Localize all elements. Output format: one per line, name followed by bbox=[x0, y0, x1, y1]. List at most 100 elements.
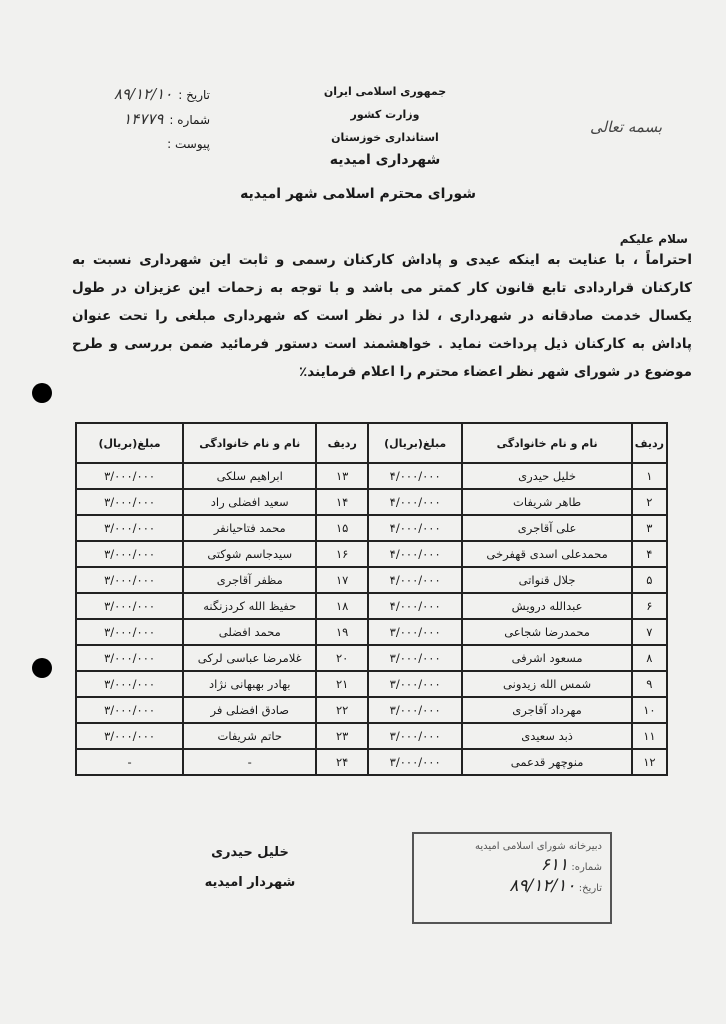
table-cell: ۳/۰۰۰/۰۰۰ bbox=[74, 644, 185, 672]
table-cell: ۳/۰۰۰/۰۰۰ bbox=[74, 566, 185, 594]
table-cell: ۳ bbox=[630, 514, 669, 542]
column-header: نام و نام خانوادگی bbox=[182, 422, 318, 464]
field-label: تاریخ : bbox=[178, 88, 210, 102]
table-cell: ۴/۰۰۰/۰۰۰ bbox=[366, 462, 464, 490]
table-row: ۸ مسعود اشرفی ۳/۰۰۰/۰۰۰ ۲۰ غلامرضا عباسی لرک… bbox=[74, 644, 669, 672]
table-row: ۹ شمس الله زیدونی ۳/۰۰۰/۰۰۰ ۲۱ بهادر بهبهانی… bbox=[74, 670, 669, 698]
column-header: مبلغ(بریال) bbox=[366, 422, 464, 464]
header-row: ردیف نام و نام خانوادگی مبلغ(بریال) ردیف نام… bbox=[74, 422, 669, 464]
table-cell: ۱۰ bbox=[630, 696, 669, 724]
field-row: شماره : ۱۴۷۷۹ bbox=[60, 107, 210, 132]
table-cell: ۱۶ bbox=[315, 540, 369, 568]
greeting: سلام علیکم bbox=[619, 232, 688, 246]
table-cell: حاتم شریفات bbox=[182, 722, 318, 750]
stamp-number: ۶۱۱ bbox=[540, 855, 569, 875]
table-cell: ۳/۰۰۰/۰۰۰ bbox=[74, 540, 185, 568]
table-cell: ۲۲ bbox=[315, 696, 369, 724]
table-cell: ۳/۰۰۰/۰۰۰ bbox=[74, 592, 185, 620]
table-cell: ۱۳ bbox=[315, 462, 369, 490]
table-cell: ۱۹ bbox=[315, 618, 369, 646]
table-cell: ۲۱ bbox=[315, 670, 369, 698]
column-header: ردیف bbox=[315, 422, 369, 464]
stamp: دبیرخانه شورای اسلامی امیدیه شماره: ۶۱۱ … bbox=[412, 832, 612, 924]
field-value: ۱۴۷۷۹ bbox=[123, 110, 164, 128]
table-cell: شمس الله زیدونی bbox=[461, 670, 633, 698]
table-row: ۶ عبدالله درویش ۴/۰۰۰/۰۰۰ ۱۸ حفیظ الله کردزن… bbox=[74, 592, 669, 620]
invocation: بسمه تعالی bbox=[590, 118, 663, 136]
table-cell: جلال قنواتی bbox=[461, 566, 633, 594]
table-row: ۴ محمدعلی اسدی قهفرخی ۴/۰۰۰/۰۰۰ ۱۶ سیدجاسم ش… bbox=[74, 540, 669, 568]
addressee: شورای محترم اسلامی شهر امیدیه bbox=[240, 186, 476, 202]
column-header: ردیف bbox=[630, 422, 669, 464]
table-cell: ۶ bbox=[630, 592, 669, 620]
table-row: ۱۲ منوچهر قدعمی ۳/۰۰۰/۰۰۰ ۲۴- - bbox=[74, 748, 669, 776]
table-cell: ۳/۰۰۰/۰۰۰ bbox=[366, 748, 464, 776]
table-cell: ۳/۰۰۰/۰۰۰ bbox=[74, 696, 185, 724]
table-cell: ۱۷ bbox=[315, 566, 369, 594]
stamp-number-label: شماره: bbox=[571, 862, 602, 873]
stamp-date-label: تاریخ: bbox=[578, 883, 602, 894]
field-value: ۸۹/۱۲/۱۰ bbox=[113, 85, 173, 103]
column-header: نام و نام خانوادگی bbox=[461, 422, 633, 464]
column-header: مبلغ(بریال) bbox=[74, 422, 185, 464]
table-cell: ۴/۰۰۰/۰۰۰ bbox=[366, 488, 464, 516]
table-row: ۱ خلیل حیدری ۴/۰۰۰/۰۰۰ ۱۳ ابراهیم سلکی ۳/۰۰۰/… bbox=[74, 462, 669, 490]
table-cell: ۲۰ bbox=[315, 644, 369, 672]
table-cell: غلامرضا عباسی لرکی bbox=[182, 644, 318, 672]
table-cell: ۳/۰۰۰/۰۰۰ bbox=[366, 618, 464, 646]
table-cell: - bbox=[182, 748, 318, 776]
table-cell: ذبد سعیدی bbox=[461, 722, 633, 750]
table-cell: مظفر آقاجری bbox=[182, 566, 318, 594]
table-cell: ۱۱ bbox=[630, 722, 669, 750]
table-row: ۱۱ ذبد سعیدی ۳/۰۰۰/۰۰۰ ۲۳ حاتم شریفات ۳/۰۰۰/۰… bbox=[74, 722, 669, 750]
table-cell: بهادر بهبهانی نژاد bbox=[182, 670, 318, 698]
table-row: ۵ جلال قنواتی ۴/۰۰۰/۰۰۰ ۱۷ مظفر آقاجری ۳/۰۰۰/… bbox=[74, 566, 669, 594]
stamp-date: ۸۹/۱۲/۱۰ bbox=[509, 876, 576, 896]
table-row: ۱۰ مهرداد آقاجری ۳/۰۰۰/۰۰۰ ۲۲ صادق افضلی فر ۳… bbox=[74, 696, 669, 724]
signer-name: خلیل حیدری bbox=[211, 845, 289, 860]
table-cell: ۱۸ bbox=[315, 592, 369, 620]
table-cell: ۴ bbox=[630, 540, 669, 568]
table-cell: ۱۴ bbox=[315, 488, 369, 516]
table-cell: محمد فتاحیانفر bbox=[182, 514, 318, 542]
table-row: ۳ علی آقاجری ۴/۰۰۰/۰۰۰ ۱۵ محمد فتاحیانفر ۳/۰۰… bbox=[74, 514, 669, 542]
table-cell: ۳/۰۰۰/۰۰۰ bbox=[74, 514, 185, 542]
table-cell: سعید افضلی راد bbox=[182, 488, 318, 516]
stamp-title: دبیرخانه شورای اسلامی امیدیه bbox=[474, 841, 602, 852]
table-cell: ۳/۰۰۰/۰۰۰ bbox=[74, 462, 185, 490]
field-row: پیوست : bbox=[60, 132, 210, 156]
letterhead-line: جمهوری اسلامی ایران bbox=[323, 85, 447, 98]
letterhead-line: شهرداری امیدیه bbox=[329, 152, 441, 168]
table-cell: سیدجاسم شوکتی bbox=[182, 540, 318, 568]
table-cell: محمدرضا شجاعی bbox=[461, 618, 633, 646]
payment-table: ردیف نام و نام خانوادگی مبلغ(بریال) ردیف نام… bbox=[74, 422, 669, 776]
table-cell: محمد افضلی bbox=[182, 618, 318, 646]
table-cell: ۴/۰۰۰/۰۰۰ bbox=[366, 566, 464, 594]
table-cell: ۲۳ bbox=[315, 722, 369, 750]
table-cell: ۳/۰۰۰/۰۰۰ bbox=[366, 696, 464, 724]
table-cell: مسعود اشرفی bbox=[461, 644, 633, 672]
table-cell: ۹ bbox=[630, 670, 669, 698]
table-cell: ابراهیم سلکی bbox=[182, 462, 318, 490]
table-cell: - bbox=[74, 748, 185, 776]
table-cell: ۱۲ bbox=[630, 748, 669, 776]
table-cell: ۳/۰۰۰/۰۰۰ bbox=[74, 618, 185, 646]
field-label: شماره : bbox=[169, 113, 210, 127]
table-cell: منوچهر قدعمی bbox=[461, 748, 633, 776]
punch-hole bbox=[32, 383, 52, 403]
table-cell: ۱ bbox=[630, 462, 669, 490]
stamp-number-row: شماره: ۶۱۱ bbox=[422, 856, 602, 877]
field-label: پیوست : bbox=[167, 137, 210, 151]
table-cell: علی آقاجری bbox=[461, 514, 633, 542]
table-cell: ۳/۰۰۰/۰۰۰ bbox=[366, 644, 464, 672]
table-cell: ۴/۰۰۰/۰۰۰ bbox=[366, 514, 464, 542]
table-cell: ۴/۰۰۰/۰۰۰ bbox=[366, 540, 464, 568]
table-cell: ۵ bbox=[630, 566, 669, 594]
table-cell: ۳/۰۰۰/۰۰۰ bbox=[74, 488, 185, 516]
table-cell: ۱۵ bbox=[315, 514, 369, 542]
table-cell: عبدالله درویش bbox=[461, 592, 633, 620]
table-cell: مهرداد آقاجری bbox=[461, 696, 633, 724]
table-cell: ۷ bbox=[630, 618, 669, 646]
